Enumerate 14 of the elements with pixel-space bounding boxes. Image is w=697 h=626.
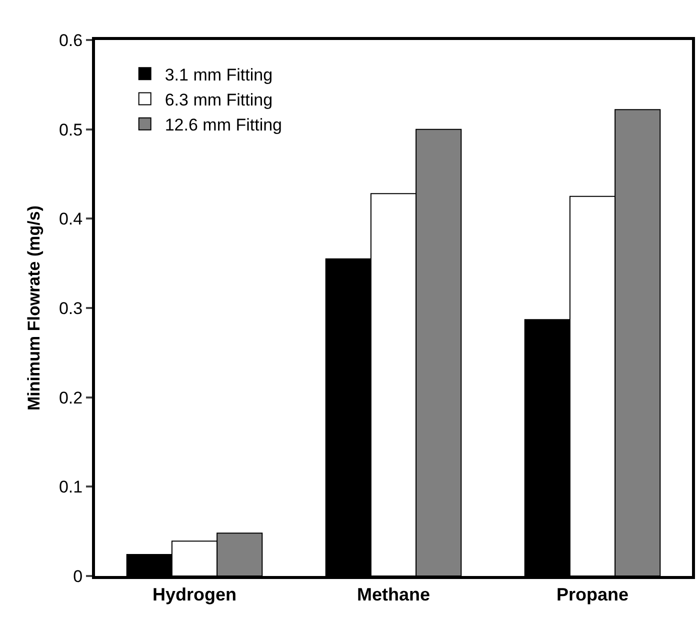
y-tick-label: 0.2	[58, 388, 83, 408]
y-tick-label: 0.6	[58, 30, 83, 50]
y-tick-label: 0.3	[58, 298, 83, 318]
x-tick-label: Propane	[556, 584, 629, 605]
x-tick-label: Methane	[356, 584, 430, 605]
y-tick-label: 0.5	[58, 120, 83, 140]
y-axis-title: Minimum Flowrate (mg/s)	[24, 206, 44, 410]
x-tick-label: Hydrogen	[152, 584, 237, 605]
y-tick-label: 0.4	[58, 210, 83, 229]
y-tick-label: 0.1	[58, 478, 83, 497]
legend-label: 6.3 mm Fitting	[164, 90, 273, 110]
legend-label: 12.6 mm Fitting	[164, 115, 282, 134]
legend-label: 3.1 mm Fitting	[164, 65, 273, 84]
y-tick-label: 0	[73, 566, 83, 586]
